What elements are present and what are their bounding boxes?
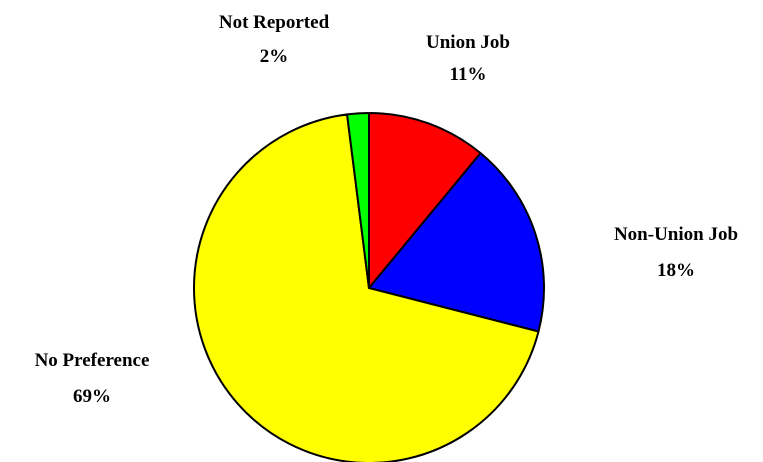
pie-slice-non-union-job	[368, 152, 545, 333]
slice-value-non-union-job: 18%	[657, 260, 695, 281]
slice-label-no-preference: No Preference	[35, 350, 150, 371]
pie-slice-not-reported	[346, 112, 370, 289]
slice-value-not-reported: 2%	[260, 46, 289, 67]
pie-slices	[192, 112, 545, 462]
slice-label-union-job: Union Job	[426, 32, 510, 53]
pie-slice-union-job	[368, 112, 482, 289]
slice-label-not-reported: Not Reported	[219, 12, 330, 33]
slice-value-union-job: 11%	[450, 64, 487, 85]
pie-slice-no-preference	[192, 113, 540, 462]
slice-value-no-preference: 69%	[73, 386, 111, 407]
pie-labels: Union Job 11% Non-Union Job 18% No Prefe…	[35, 12, 738, 407]
slice-label-non-union-job: Non-Union Job	[614, 224, 738, 245]
